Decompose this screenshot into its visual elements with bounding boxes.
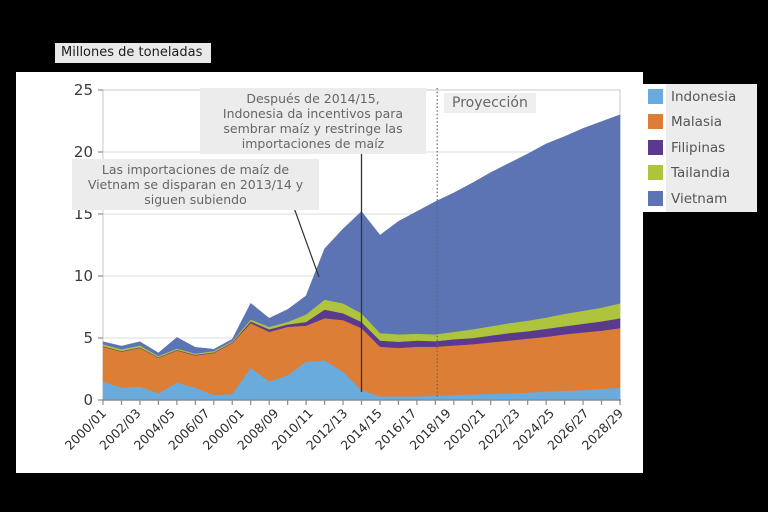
legend-label: Indonesia	[671, 89, 737, 105]
legend-item-vietnam: Vietnam	[641, 191, 757, 207]
chart-legend: Indonesia Malasia Filipinas Tailandia Vi…	[641, 84, 757, 212]
vietnam-color-swatch	[648, 191, 663, 206]
legend-item-tailandia: Tailandia	[641, 165, 757, 181]
annotation-pointer-line	[292, 204, 320, 278]
malasia-color-swatch	[648, 114, 663, 129]
projection-label: Proyección	[444, 93, 536, 113]
y-tick-label: 5	[83, 329, 93, 347]
y-tick-label: 0	[83, 391, 93, 409]
y-tick-label: 10	[74, 267, 93, 285]
indonesia-color-swatch	[648, 89, 663, 104]
y-axis-unit-label: Millones de toneladas	[55, 43, 212, 63]
legend-label: Vietnam	[671, 191, 728, 207]
annotation-indonesia-policy: Después de 2014/15, Indonesia da incenti…	[200, 88, 426, 154]
legend-background	[666, 84, 757, 212]
legend-item-malasia: Malasia	[641, 114, 757, 130]
tailandia-color-swatch	[648, 165, 663, 180]
legend-item-filipinas: Filipinas	[641, 140, 757, 156]
legend-label: Filipinas	[671, 140, 726, 156]
annotation-vietnam-imports: Las importaciones de maíz de Vietnam se …	[72, 159, 319, 210]
chart-panel: 0 5 10 15 20 25 2000/01 2002/03 2004/05 2006/07 20…	[16, 72, 643, 473]
y-tick-label: 25	[74, 81, 93, 99]
legend-label: Malasia	[671, 114, 723, 130]
filipinas-color-swatch	[648, 140, 663, 155]
y-tick-label: 20	[74, 143, 93, 161]
legend-item-indonesia: Indonesia	[641, 89, 757, 105]
legend-label: Tailandia	[671, 165, 731, 181]
